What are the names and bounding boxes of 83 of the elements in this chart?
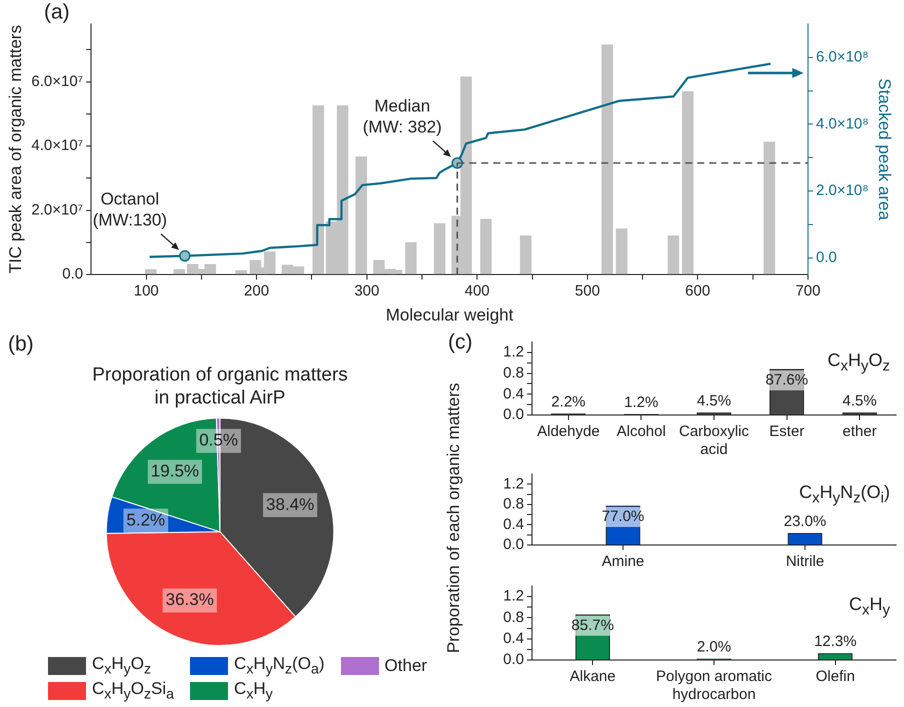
y-tick-label: 0.4 <box>503 630 524 647</box>
text: (a) <box>44 0 70 24</box>
bar <box>616 228 628 274</box>
data-label: 12.3% <box>814 633 857 650</box>
y-tick-label: 1.2 <box>503 475 524 492</box>
y-tick-label: 0.4 <box>503 385 524 402</box>
x-tick-label: 100 <box>134 282 159 300</box>
x-tick-label: Ester <box>769 423 804 440</box>
x-tick-label: Alkane <box>570 668 616 686</box>
bar <box>144 269 157 274</box>
chart-title: Proporation of organic matters in practical AirP <box>92 364 348 408</box>
x-tick-label: 600 <box>685 282 710 300</box>
bar <box>355 156 368 274</box>
x-tick-label: Polygon aromatic hydrocarbon <box>656 668 772 704</box>
data-label: 19.5% <box>150 462 200 481</box>
bar <box>601 44 614 274</box>
data-label: 5.2% <box>126 510 166 530</box>
data-label: 38.4% <box>266 494 314 514</box>
x-axis-title: Molecular weight <box>386 305 514 324</box>
bar <box>520 235 532 274</box>
y2-tick-label: 2.0×10⁸ <box>816 182 869 200</box>
x-tick-label: ether <box>842 423 877 440</box>
y-tick-label: 0.0 <box>503 536 524 554</box>
data-label: 2.2% <box>551 393 586 410</box>
x-tick-label: Olefin <box>816 668 855 686</box>
bar <box>235 270 247 274</box>
text: (c) <box>448 330 472 354</box>
x-tick-label: 400 <box>464 282 490 300</box>
y2-tick-label: 4.0×10⁸ <box>816 115 869 132</box>
category-label: C$_{x}$H$_{y}$N$_{z}$(O$_{a}$) <box>234 654 325 678</box>
data-label: 85.7% <box>571 616 614 634</box>
data-label: 87.6% <box>766 371 808 388</box>
data-label: 4.5% <box>696 392 732 410</box>
data-label: 77.0% <box>602 508 644 526</box>
legend-label: C$_{x}$H$_{y}$ <box>234 679 273 703</box>
text: (b) <box>8 332 34 356</box>
x-tick-label: Aldehyde <box>537 423 600 440</box>
bar <box>434 223 446 274</box>
y-tick-label: 0.8 <box>503 364 524 382</box>
text: C$_{x}$H$_{y}$ <box>849 594 890 619</box>
data-label: 23.0% <box>784 512 826 530</box>
y2-axis-title: Stacked peak area <box>875 78 894 221</box>
annotation: Median (MW: 382) <box>362 96 442 137</box>
bar <box>682 91 694 274</box>
y-tick-label: 1.2 <box>503 344 524 361</box>
x-tick-label: 700 <box>795 282 820 300</box>
bar <box>764 142 776 274</box>
y-tick-label: 4.0×10⁷ <box>31 137 84 154</box>
x-tick-label: 300 <box>354 282 380 300</box>
x-tick-label: Nitrile <box>786 553 824 570</box>
chart-title: C$_{x}$H$_{y}$N$_{z}$(O$_{i}$) <box>799 482 890 507</box>
y-tick-label: 0.8 <box>503 608 524 626</box>
x-tick-label: 200 <box>244 282 270 300</box>
x-tick-label: Amine <box>602 553 644 570</box>
y-tick-label: 0.0 <box>503 406 524 424</box>
y-tick-label: 1.2 <box>503 588 524 605</box>
y-tick-label: 0.8 <box>503 496 524 513</box>
bar <box>405 242 417 274</box>
data-label: 1.2% <box>624 394 658 412</box>
bar <box>312 105 324 274</box>
y2-tick-label: 0.0 <box>816 249 837 266</box>
x-tick-label: Carboxylic acid <box>678 423 750 458</box>
legend-label: C$_{x}$H$_{y}$O$_{z}$Si$_{a}$ <box>92 679 174 703</box>
bar <box>174 269 186 274</box>
x-tick-label: Alcohol <box>616 423 666 440</box>
text: C$_{x}$H$_{y}$O$_{z}$ <box>827 350 890 375</box>
y-tick-label: 0.4 <box>503 516 524 533</box>
data-label: 36.3% <box>166 590 214 610</box>
x-tick-label: 500 <box>574 282 600 300</box>
y-axis-title: TIC peak area of organic matters <box>6 25 25 274</box>
legend-label: C$_{x}$H$_{y}$O$_{z}$ <box>92 654 152 678</box>
y-tick-label: 6.0×10⁷ <box>31 72 84 90</box>
data-label: 2.0% <box>696 638 732 656</box>
y-tick-label: 0.0 <box>503 651 524 668</box>
y-tick-label: 2.0×10⁷ <box>31 201 84 218</box>
y-axis-title: Proporation of each organic matters <box>444 382 464 654</box>
data-label: 4.5% <box>842 392 877 410</box>
y-tick-label: 0.0 <box>62 266 84 283</box>
bar <box>480 218 492 274</box>
y2-tick-label: 6.0×10⁸ <box>816 48 869 66</box>
bar <box>668 235 680 274</box>
legend-label: Other <box>384 656 428 676</box>
annotation: Octanol (MW:130) <box>92 190 168 230</box>
